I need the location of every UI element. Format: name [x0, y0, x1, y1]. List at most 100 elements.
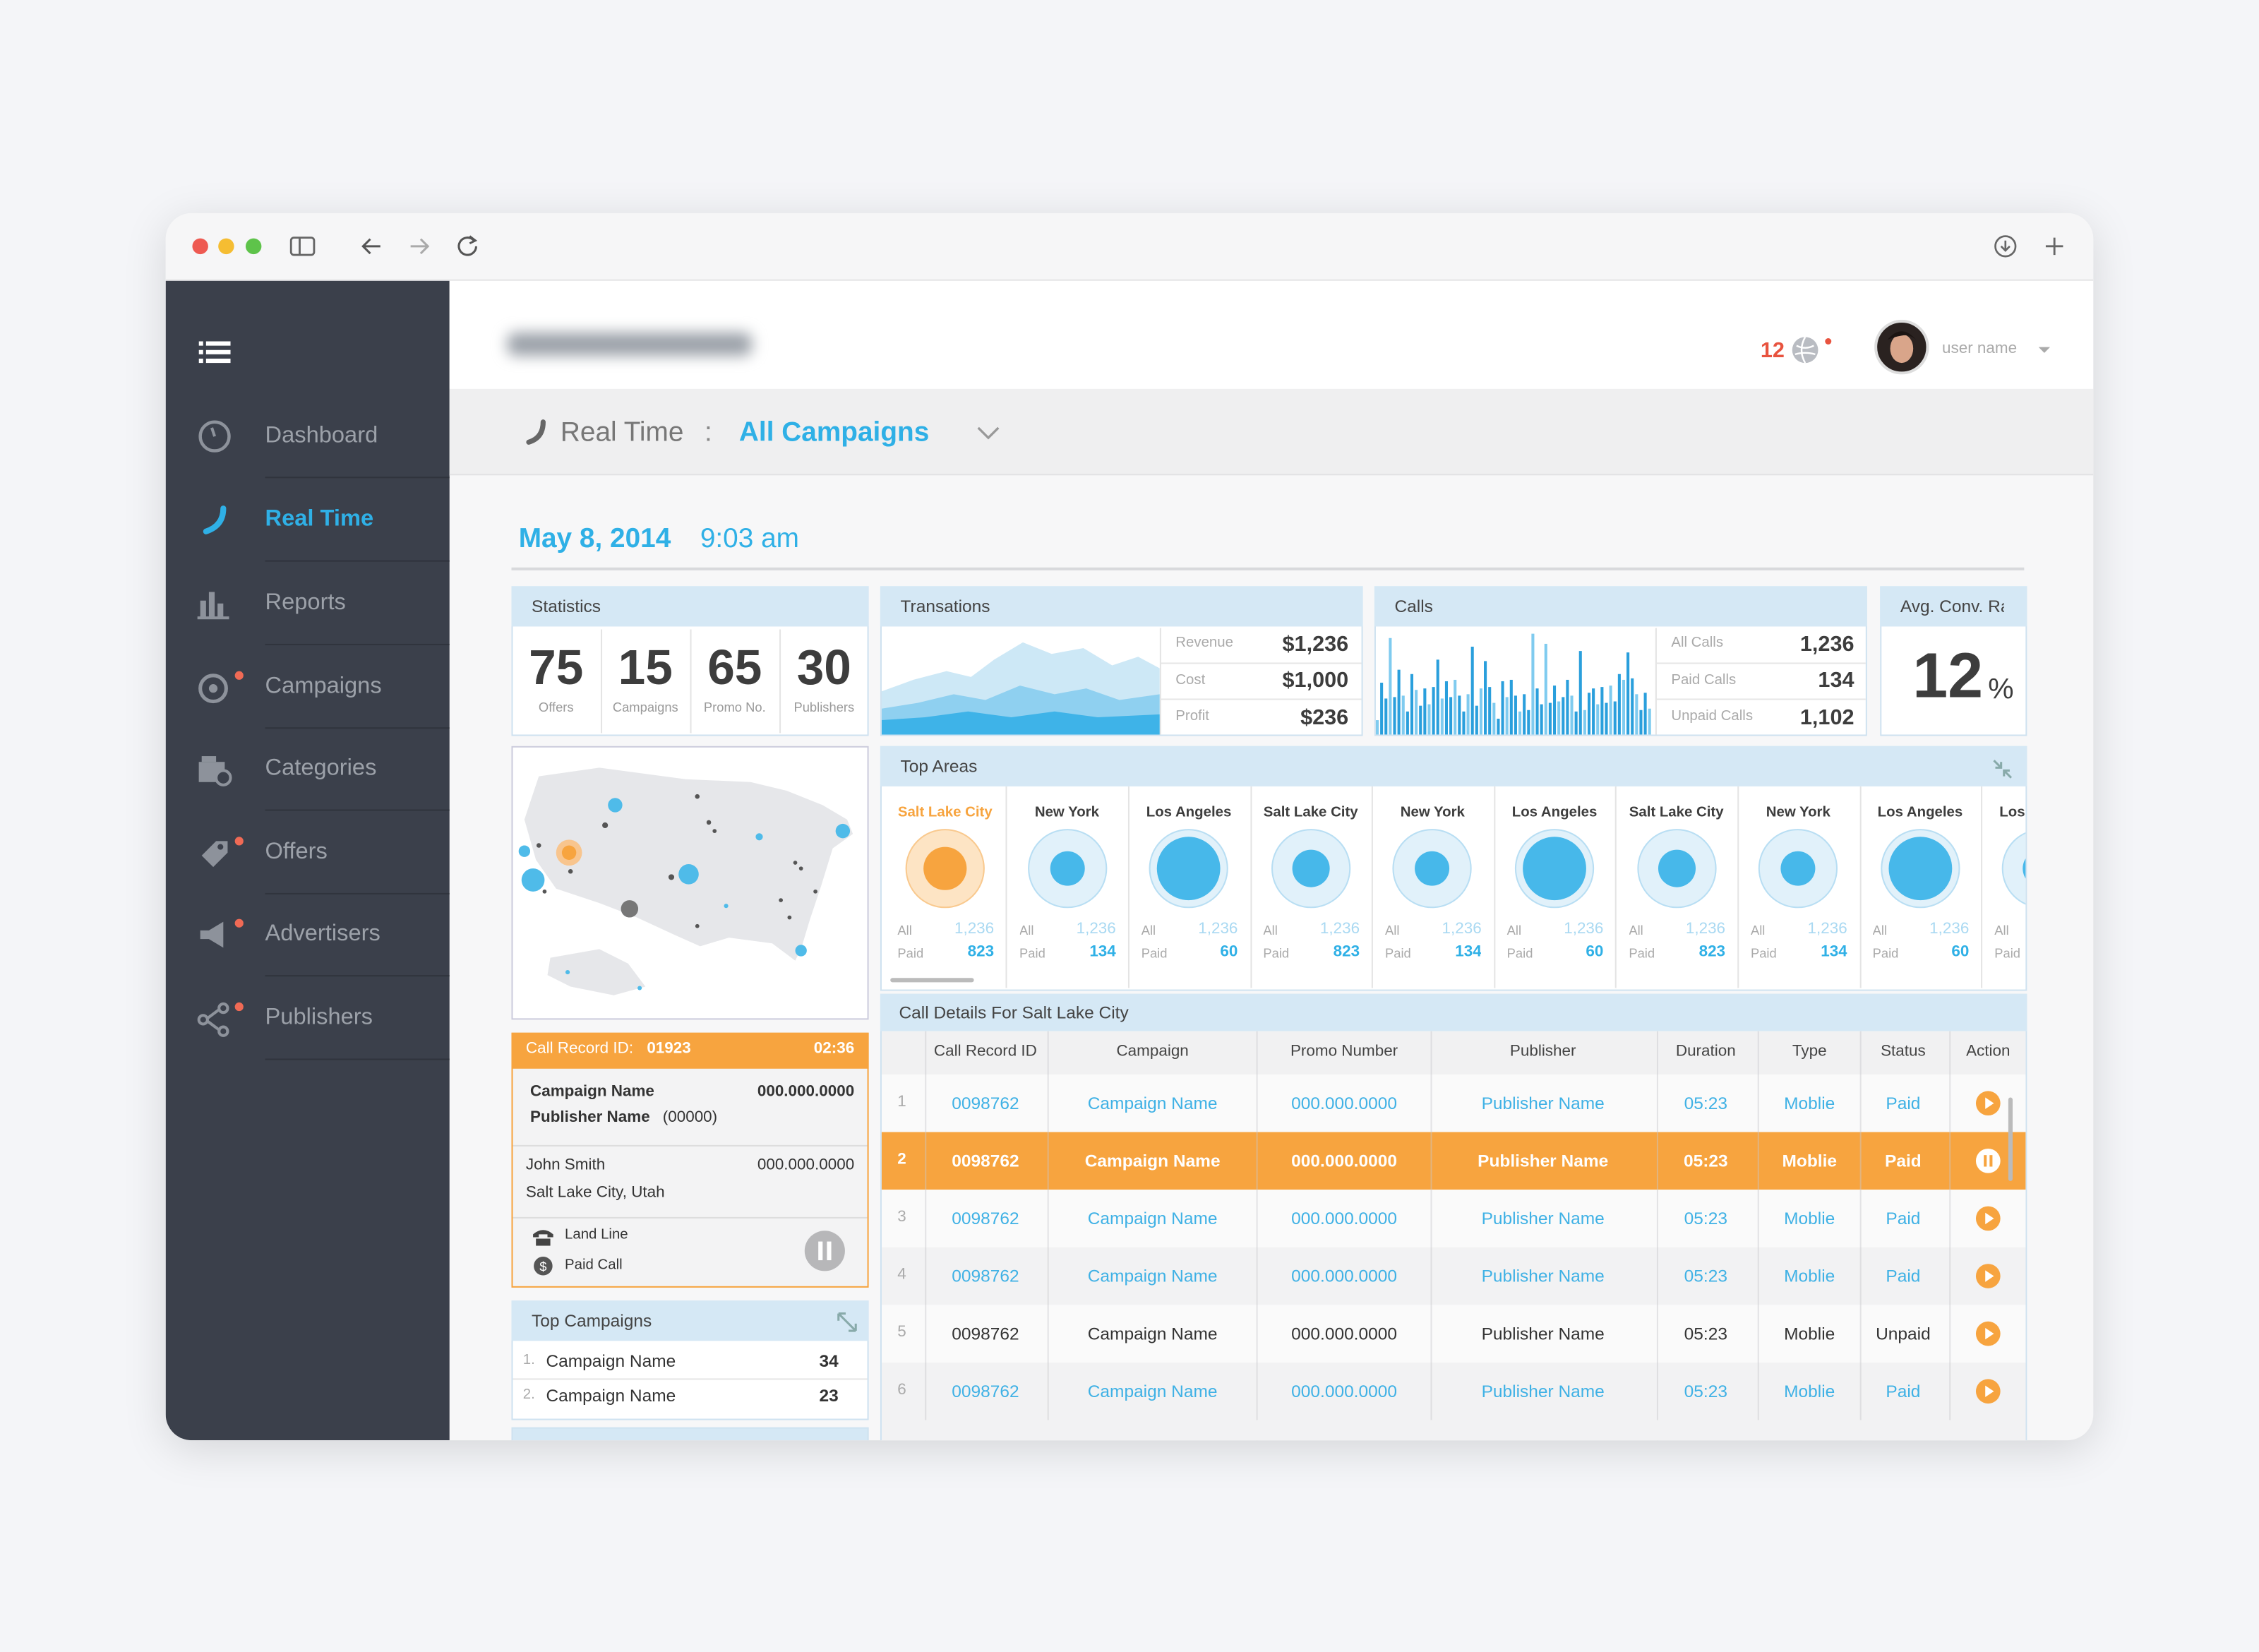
- table-header-row: [881, 1031, 2026, 1076]
- panel-header: [511, 1300, 869, 1341]
- transaction-value: $236: [1300, 705, 1349, 730]
- sidebar-divider: [265, 1058, 450, 1060]
- area-paid-label: Paid: [1750, 945, 1777, 961]
- user-name[interactable]: user name: [1941, 340, 2018, 358]
- svg-text:$: $: [539, 1259, 546, 1274]
- sidebar-item[interactable]: Categories: [265, 755, 377, 781]
- cell: 000.000.0000: [1291, 1323, 1397, 1343]
- row-divider: [513, 1378, 868, 1380]
- panel-header: [1374, 586, 1867, 627]
- table-row[interactable]: [881, 1305, 2026, 1363]
- row-divider: [1161, 662, 1362, 664]
- cell: 1: [897, 1094, 906, 1111]
- area-divider: [1372, 786, 1374, 988]
- column-divider: [1656, 1031, 1658, 1441]
- area-bubble: [1027, 829, 1107, 909]
- stat-label: Publishers: [793, 699, 855, 714]
- logo: [507, 333, 753, 356]
- cell: Paid: [1886, 1265, 1921, 1286]
- area-all-label: All: [1263, 923, 1278, 938]
- globe-icon: [1792, 336, 1832, 364]
- area-divider: [1859, 786, 1861, 988]
- cell: Paid: [1886, 1207, 1921, 1228]
- area-paid-label: Paid: [1141, 945, 1168, 961]
- phone-icon: [526, 419, 546, 445]
- cell: 000.000.0000: [1291, 1265, 1397, 1286]
- call-type: Paid Call: [564, 1257, 623, 1274]
- table-row[interactable]: [881, 1190, 2026, 1247]
- cell: Publisher Name: [1481, 1207, 1605, 1228]
- table-scrollbar: [2008, 1097, 2013, 1181]
- action-button[interactable]: [1975, 1378, 2001, 1404]
- table-next-row: [881, 1420, 2026, 1441]
- area-city: New York: [1400, 805, 1465, 821]
- action-button[interactable]: [1975, 1206, 2001, 1232]
- area-divider: [1493, 786, 1495, 988]
- column-header: Status: [1881, 1043, 1926, 1061]
- column-header: Publisher: [1509, 1043, 1576, 1061]
- panel-title: Statistics: [532, 595, 601, 616]
- sidebar-item[interactable]: Reports: [265, 590, 346, 615]
- stat-value: 75: [529, 641, 584, 696]
- sidebar-item[interactable]: Publishers: [265, 1005, 373, 1030]
- cell: Campaign Name: [1084, 1150, 1221, 1171]
- table-row[interactable]: [881, 1074, 2026, 1132]
- sidebar-item[interactable]: Campaigns: [265, 674, 382, 699]
- area-strip: Salt Lake City All 1,236 Paid 823 New York All…: [882, 786, 2026, 991]
- record-campaign-number: 000.000.0000: [757, 1083, 855, 1101]
- area-all-value: 1,236: [954, 921, 995, 938]
- browser-toolbar: [165, 213, 2094, 281]
- call-record-id: 01923: [647, 1040, 691, 1058]
- campaign-value: 23: [819, 1384, 839, 1406]
- area-bubble: [905, 829, 985, 909]
- sidebar-icon: [198, 420, 231, 453]
- stat-divider: [690, 629, 692, 734]
- area-all-value: 1,236: [1319, 921, 1360, 938]
- column-divider: [1047, 1031, 1049, 1441]
- area-paid-label: Paid: [1872, 945, 1899, 961]
- campaign-selector[interactable]: All Campaigns: [738, 417, 930, 448]
- collapse-icon: [1993, 760, 2013, 779]
- record-publisher-id: (00000): [662, 1109, 718, 1127]
- us-map: [518, 767, 853, 995]
- sidebar-item[interactable]: Dashboard: [265, 423, 378, 448]
- cell: Campaign Name: [1087, 1207, 1218, 1228]
- stat-value: 15: [618, 641, 673, 696]
- sidebar-item[interactable]: Real Time: [265, 506, 374, 532]
- area-paid-value: 60: [1220, 943, 1238, 962]
- panel-header: [1880, 586, 2027, 627]
- cell: Moblie: [1784, 1092, 1835, 1113]
- browser-window: 12 user name Dashboard Real Time Reports Camp…: [165, 213, 2094, 1441]
- area-all-value: 1,236: [1198, 921, 1238, 938]
- action-button[interactable]: [1975, 1090, 2001, 1116]
- pause-button[interactable]: [804, 1230, 846, 1271]
- sidebar-item[interactable]: Advertisers: [265, 921, 381, 946]
- row-divider: [1656, 698, 1866, 700]
- sidebar-item[interactable]: Offers: [265, 839, 328, 864]
- cell: Paid: [1885, 1150, 1922, 1171]
- call-timer: 02:36: [813, 1040, 855, 1058]
- area-all-label: All: [1506, 923, 1522, 938]
- paid-icon: $: [534, 1256, 553, 1276]
- table-row[interactable]: [881, 1132, 2026, 1190]
- row-divider: [1656, 662, 1866, 664]
- area-paid-value: 60: [1951, 943, 1970, 962]
- area-scrollbar: [890, 978, 974, 983]
- panel-title: Top Areas: [900, 755, 978, 776]
- caller-location: Salt Lake City, Utah: [525, 1184, 665, 1202]
- action-button[interactable]: [1975, 1321, 2001, 1347]
- transaction-label: Profit: [1175, 708, 1209, 725]
- action-button[interactable]: [1975, 1263, 2001, 1289]
- table-row[interactable]: [881, 1362, 2026, 1420]
- transaction-divider: [1159, 628, 1161, 735]
- calls-label: Paid Calls: [1671, 671, 1737, 688]
- area-paid-label: Paid: [897, 945, 924, 961]
- table-row[interactable]: [881, 1247, 2026, 1305]
- panel-title: Top Campaigns: [532, 1310, 652, 1331]
- area-bubble: [1393, 829, 1473, 909]
- action-button[interactable]: [1975, 1148, 2001, 1174]
- call-details-title-bar: [880, 993, 2027, 1031]
- top-header: [449, 280, 2094, 389]
- notification-count: 12: [1760, 337, 1785, 363]
- area-bubble: [2002, 832, 2026, 905]
